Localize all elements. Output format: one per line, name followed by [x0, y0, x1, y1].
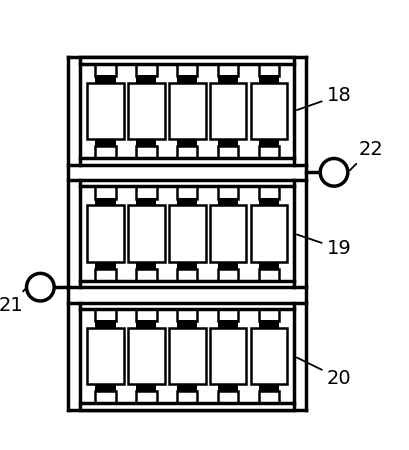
Bar	[251, 206, 288, 262]
Bar	[219, 384, 237, 392]
Text: −: −	[33, 278, 48, 296]
Bar	[178, 321, 196, 328]
Bar	[177, 64, 198, 76]
Bar	[96, 76, 115, 83]
Bar	[137, 198, 155, 206]
Bar	[137, 321, 155, 328]
Circle shape	[27, 273, 54, 301]
Bar	[210, 83, 247, 139]
Bar	[177, 146, 198, 158]
Bar	[218, 392, 238, 404]
Bar	[137, 139, 155, 146]
Bar	[80, 303, 294, 410]
Bar	[178, 262, 196, 269]
Bar	[178, 76, 196, 83]
Bar	[80, 180, 294, 287]
Bar	[259, 146, 279, 158]
Bar	[80, 58, 294, 165]
Bar	[219, 198, 237, 206]
Text: 18: 18	[297, 86, 352, 110]
Bar	[259, 269, 279, 281]
Bar	[259, 309, 279, 321]
Bar	[169, 206, 206, 262]
Bar	[210, 328, 247, 384]
Bar	[137, 262, 155, 269]
Bar	[251, 328, 288, 384]
Bar	[260, 76, 278, 83]
Bar	[259, 64, 279, 76]
Text: 22: 22	[350, 140, 383, 171]
Bar	[95, 146, 116, 158]
Text: 21: 21	[0, 289, 25, 315]
Bar	[177, 186, 198, 198]
Bar	[136, 186, 157, 198]
Bar	[95, 269, 116, 281]
Bar	[137, 76, 155, 83]
Bar	[219, 321, 237, 328]
Bar	[218, 64, 238, 76]
Bar	[178, 384, 196, 392]
Bar	[218, 186, 238, 198]
Bar	[259, 186, 279, 198]
Bar	[219, 76, 237, 83]
Bar	[96, 321, 115, 328]
Bar	[260, 262, 278, 269]
Bar	[136, 269, 157, 281]
Bar	[95, 309, 116, 321]
Bar	[96, 262, 115, 269]
Bar	[218, 146, 238, 158]
Bar	[260, 198, 278, 206]
Bar	[128, 83, 165, 139]
Bar	[177, 309, 198, 321]
Circle shape	[320, 158, 348, 186]
Bar	[218, 309, 238, 321]
Bar	[87, 206, 124, 262]
Bar	[96, 198, 115, 206]
Text: 19: 19	[297, 234, 352, 258]
Bar	[95, 64, 116, 76]
Bar	[95, 392, 116, 404]
Bar	[128, 206, 165, 262]
Bar	[218, 269, 238, 281]
Bar	[178, 198, 196, 206]
Bar	[178, 139, 196, 146]
Bar	[96, 384, 115, 392]
Bar	[169, 328, 206, 384]
Bar	[87, 328, 124, 384]
Bar	[136, 392, 157, 404]
Text: 20: 20	[297, 357, 352, 388]
Text: +: +	[326, 163, 342, 181]
Bar	[137, 384, 155, 392]
Bar	[136, 146, 157, 158]
Bar	[95, 186, 116, 198]
Bar	[169, 83, 206, 139]
Bar	[210, 206, 247, 262]
Bar	[260, 321, 278, 328]
Bar	[260, 139, 278, 146]
Bar	[136, 309, 157, 321]
Bar	[251, 83, 288, 139]
Bar	[128, 328, 165, 384]
Bar	[260, 384, 278, 392]
Bar	[177, 269, 198, 281]
Bar	[136, 64, 157, 76]
Bar	[219, 262, 237, 269]
Bar	[259, 392, 279, 404]
Bar	[96, 139, 115, 146]
Bar	[87, 83, 124, 139]
Bar	[219, 139, 237, 146]
Bar	[177, 392, 198, 404]
